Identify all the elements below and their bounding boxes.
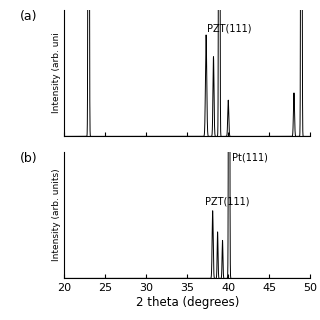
- Text: PZT(111): PZT(111): [205, 196, 250, 206]
- Text: PZT(111): PZT(111): [207, 23, 252, 33]
- Text: (b): (b): [20, 152, 37, 164]
- Y-axis label: Intensity (arb. uni: Intensity (arb. uni: [52, 33, 61, 113]
- Text: Pt(111): Pt(111): [232, 152, 268, 162]
- Text: (a): (a): [20, 10, 37, 23]
- X-axis label: 2 theta (degrees): 2 theta (degrees): [135, 296, 239, 309]
- Y-axis label: Intensity (arb. units): Intensity (arb. units): [52, 169, 61, 261]
